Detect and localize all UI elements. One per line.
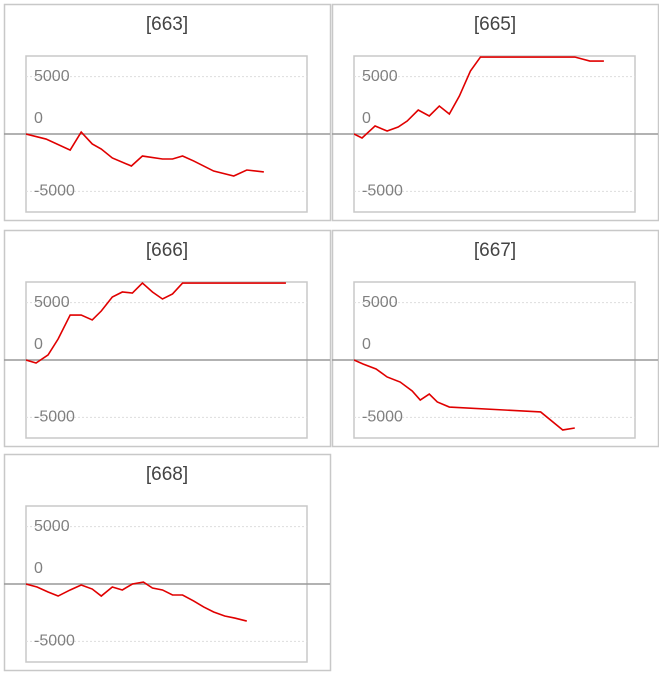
chart-title: [665] <box>474 14 516 35</box>
y-tick-label: 0 <box>34 110 43 127</box>
y-tick-label: 5000 <box>34 518 70 535</box>
panel-border <box>3 453 332 672</box>
y-tick-label: 5000 <box>34 294 70 311</box>
y-tick-label: 0 <box>362 110 371 127</box>
panel-border <box>331 229 659 448</box>
data-line <box>26 581 247 622</box>
y-tick-label: 0 <box>362 336 371 353</box>
data-line <box>354 359 575 431</box>
panel-border <box>3 3 332 222</box>
y-tick-label: -5000 <box>34 633 75 650</box>
y-tick-label: 0 <box>34 560 43 577</box>
chart-panel: [665] 5000 0 -5000 <box>331 3 659 222</box>
y-tick-label: 0 <box>34 336 43 353</box>
chart-title: [667] <box>474 240 516 261</box>
y-tick-label: -5000 <box>34 409 75 426</box>
data-line <box>354 56 604 139</box>
panel-border <box>331 3 659 222</box>
y-tick-label: -5000 <box>362 183 403 200</box>
chart-title: [663] <box>146 14 188 35</box>
y-tick-label: 5000 <box>34 68 70 85</box>
chart-panel: [663] 5000 0 -5000 <box>3 3 332 222</box>
chart-panel: [666] 5000 0 -5000 <box>3 229 332 448</box>
chart-title: [666] <box>146 240 188 261</box>
data-line <box>26 130 264 177</box>
chart-panel: [667] 5000 0 -5000 <box>331 229 659 448</box>
y-tick-label: 5000 <box>362 294 398 311</box>
data-line <box>26 282 286 364</box>
chart-panel: [668] 5000 0 -5000 <box>3 453 332 672</box>
y-tick-label: -5000 <box>362 409 403 426</box>
y-tick-label: -5000 <box>34 183 75 200</box>
y-tick-label: 5000 <box>362 68 398 85</box>
chart-title: [668] <box>146 464 188 485</box>
